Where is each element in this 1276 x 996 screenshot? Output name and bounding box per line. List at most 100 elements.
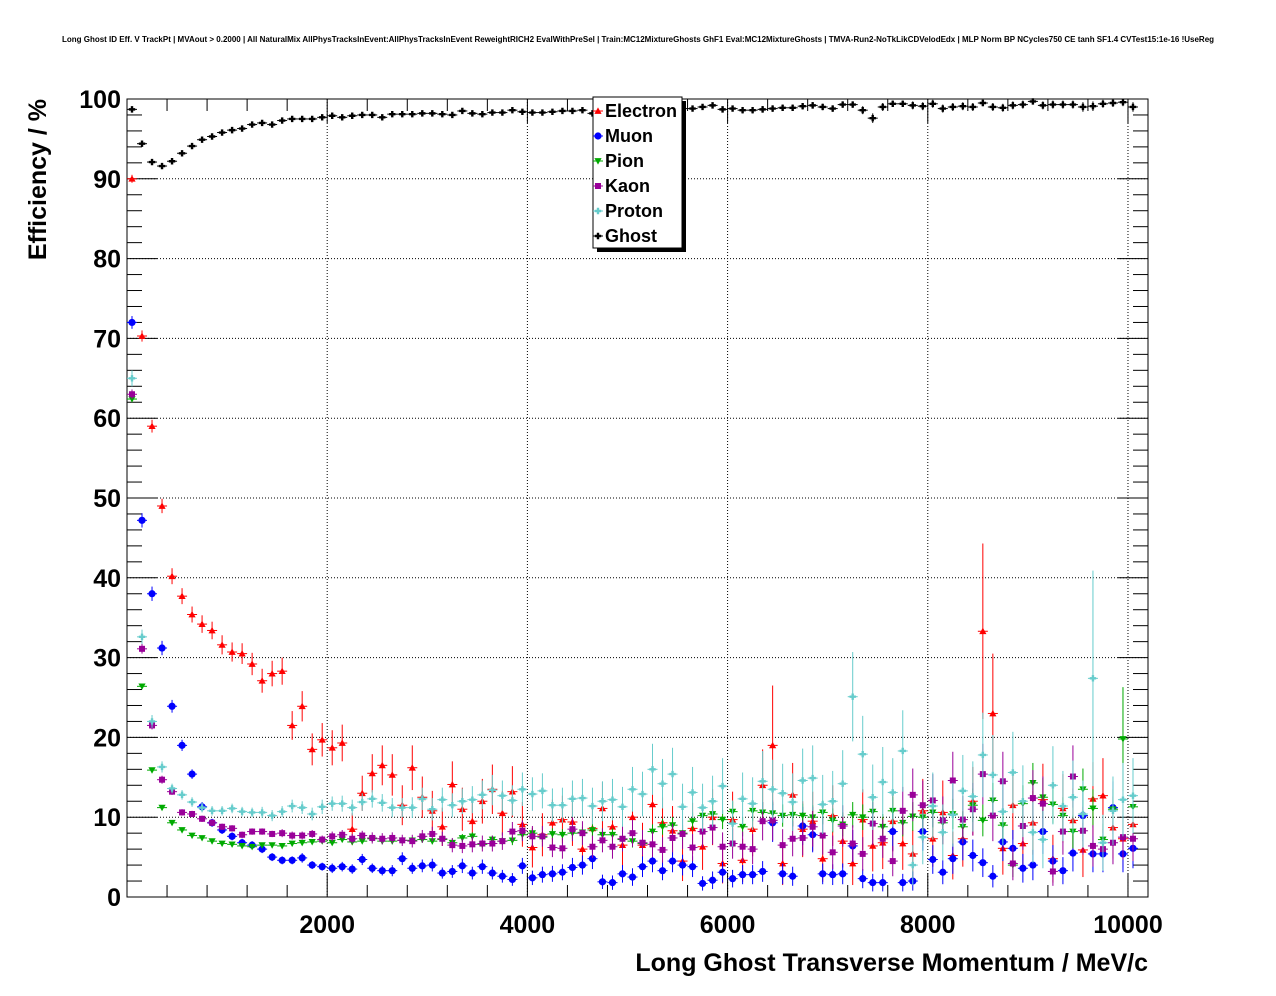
data-point-proton [1069,794,1077,801]
data-point-proton [629,786,636,793]
data-point-kaon [399,837,406,844]
data-point-electron [298,702,306,710]
data-point-muon [288,856,296,864]
data-point-muon [869,879,877,887]
data-point-ghost [1079,103,1087,111]
data-point-ghost [339,114,346,121]
data-point-proton [699,804,706,811]
data-point-ghost [489,109,496,116]
data-point-pion [128,396,136,403]
data-point-proton [439,796,446,803]
data-point-proton [1099,839,1107,846]
data-point-electron [819,855,827,862]
data-point-ghost [288,115,296,123]
data-point-ghost [399,110,406,118]
data-point-ghost [949,103,957,111]
data-point-proton [248,809,256,816]
data-point-muon [328,864,336,872]
data-point-proton [869,794,876,801]
data-point-proton [1109,807,1117,815]
data-point-kaon [529,833,536,840]
data-point-kaon [799,834,806,841]
data-point-kaon [449,842,456,849]
data-point-electron [308,745,316,753]
data-point-kaon [429,830,436,837]
data-point-kaon [889,858,896,865]
data-point-proton [839,780,846,787]
data-point-pion [1089,805,1097,813]
data-point-proton [489,786,496,794]
data-point-ghost [729,105,736,112]
data-point-proton [148,718,156,725]
data-point-kaon [369,834,376,841]
data-point-electron [468,817,476,825]
data-point-proton [999,808,1007,815]
data-point-muon [1029,861,1037,869]
data-point-muon [698,879,707,888]
data-point-muon [879,879,887,887]
data-point-ghost [999,104,1007,111]
legend-marker-pion [594,158,602,165]
data-point-pion [1119,736,1127,743]
data-point-muon [158,644,166,652]
data-point-kaon [489,840,496,847]
x-tick-label: 6000 [700,911,756,939]
data-point-proton [929,802,936,810]
data-point-kaon [479,840,486,847]
data-point-proton [559,802,566,809]
data-point-proton [1059,802,1067,810]
data-point-kaon [359,832,366,839]
data-point-ghost [1129,103,1137,111]
data-point-proton [779,790,786,797]
legend-item-ghost: Ghost [593,226,657,246]
data-point-proton [989,771,997,779]
data-point-electron [168,572,176,580]
data-point-muon [759,867,767,876]
data-point-electron [438,823,446,830]
data-point-proton [529,790,536,798]
y-tick-label: 90 [93,166,121,194]
data-point-pion [278,843,286,850]
data-point-proton [409,804,416,811]
data-point-proton [158,763,166,771]
data-point-proton [1129,792,1137,799]
data-point-kaon [469,841,476,848]
data-point-kaon [189,811,196,818]
data-point-muon [688,863,697,871]
data-point-electron [608,823,617,830]
data-point-ghost [238,125,246,132]
data-point-muon [388,867,396,875]
data-point-ghost [1039,102,1047,109]
data-point-ghost [1069,101,1077,108]
data-point-ghost [469,110,476,117]
data-point-muon [538,871,547,879]
data-point-ghost [709,102,716,109]
data-point-proton [349,804,356,811]
data-point-proton [959,787,967,795]
y-tick-label: 20 [93,724,121,752]
data-point-proton [609,796,616,803]
data-point-proton [128,375,136,382]
data-point-ghost [1019,101,1027,108]
data-point-electron [779,859,787,867]
legend-item-muon: Muon [593,126,653,146]
data-point-kaon [239,831,246,838]
y-tick-label: 60 [93,405,121,433]
data-point-ghost [188,142,196,150]
data-point-muon [739,871,747,879]
y-tick-label: 30 [93,645,121,673]
data-point-proton [278,808,286,815]
data-point-proton [1029,829,1037,836]
data-point-muon [989,872,997,880]
data-point-ghost [369,111,376,119]
data-point-muon [528,874,536,882]
data-point-proton [549,802,556,809]
data-point-ghost [228,126,236,134]
y-tick-label: 50 [93,485,121,513]
data-point-pion [688,818,697,825]
data-point-muon [638,863,647,871]
data-point-pion [799,812,807,820]
data-point-kaon [539,833,546,840]
data-point-kaon [809,823,816,830]
data-point-muon [148,590,156,598]
